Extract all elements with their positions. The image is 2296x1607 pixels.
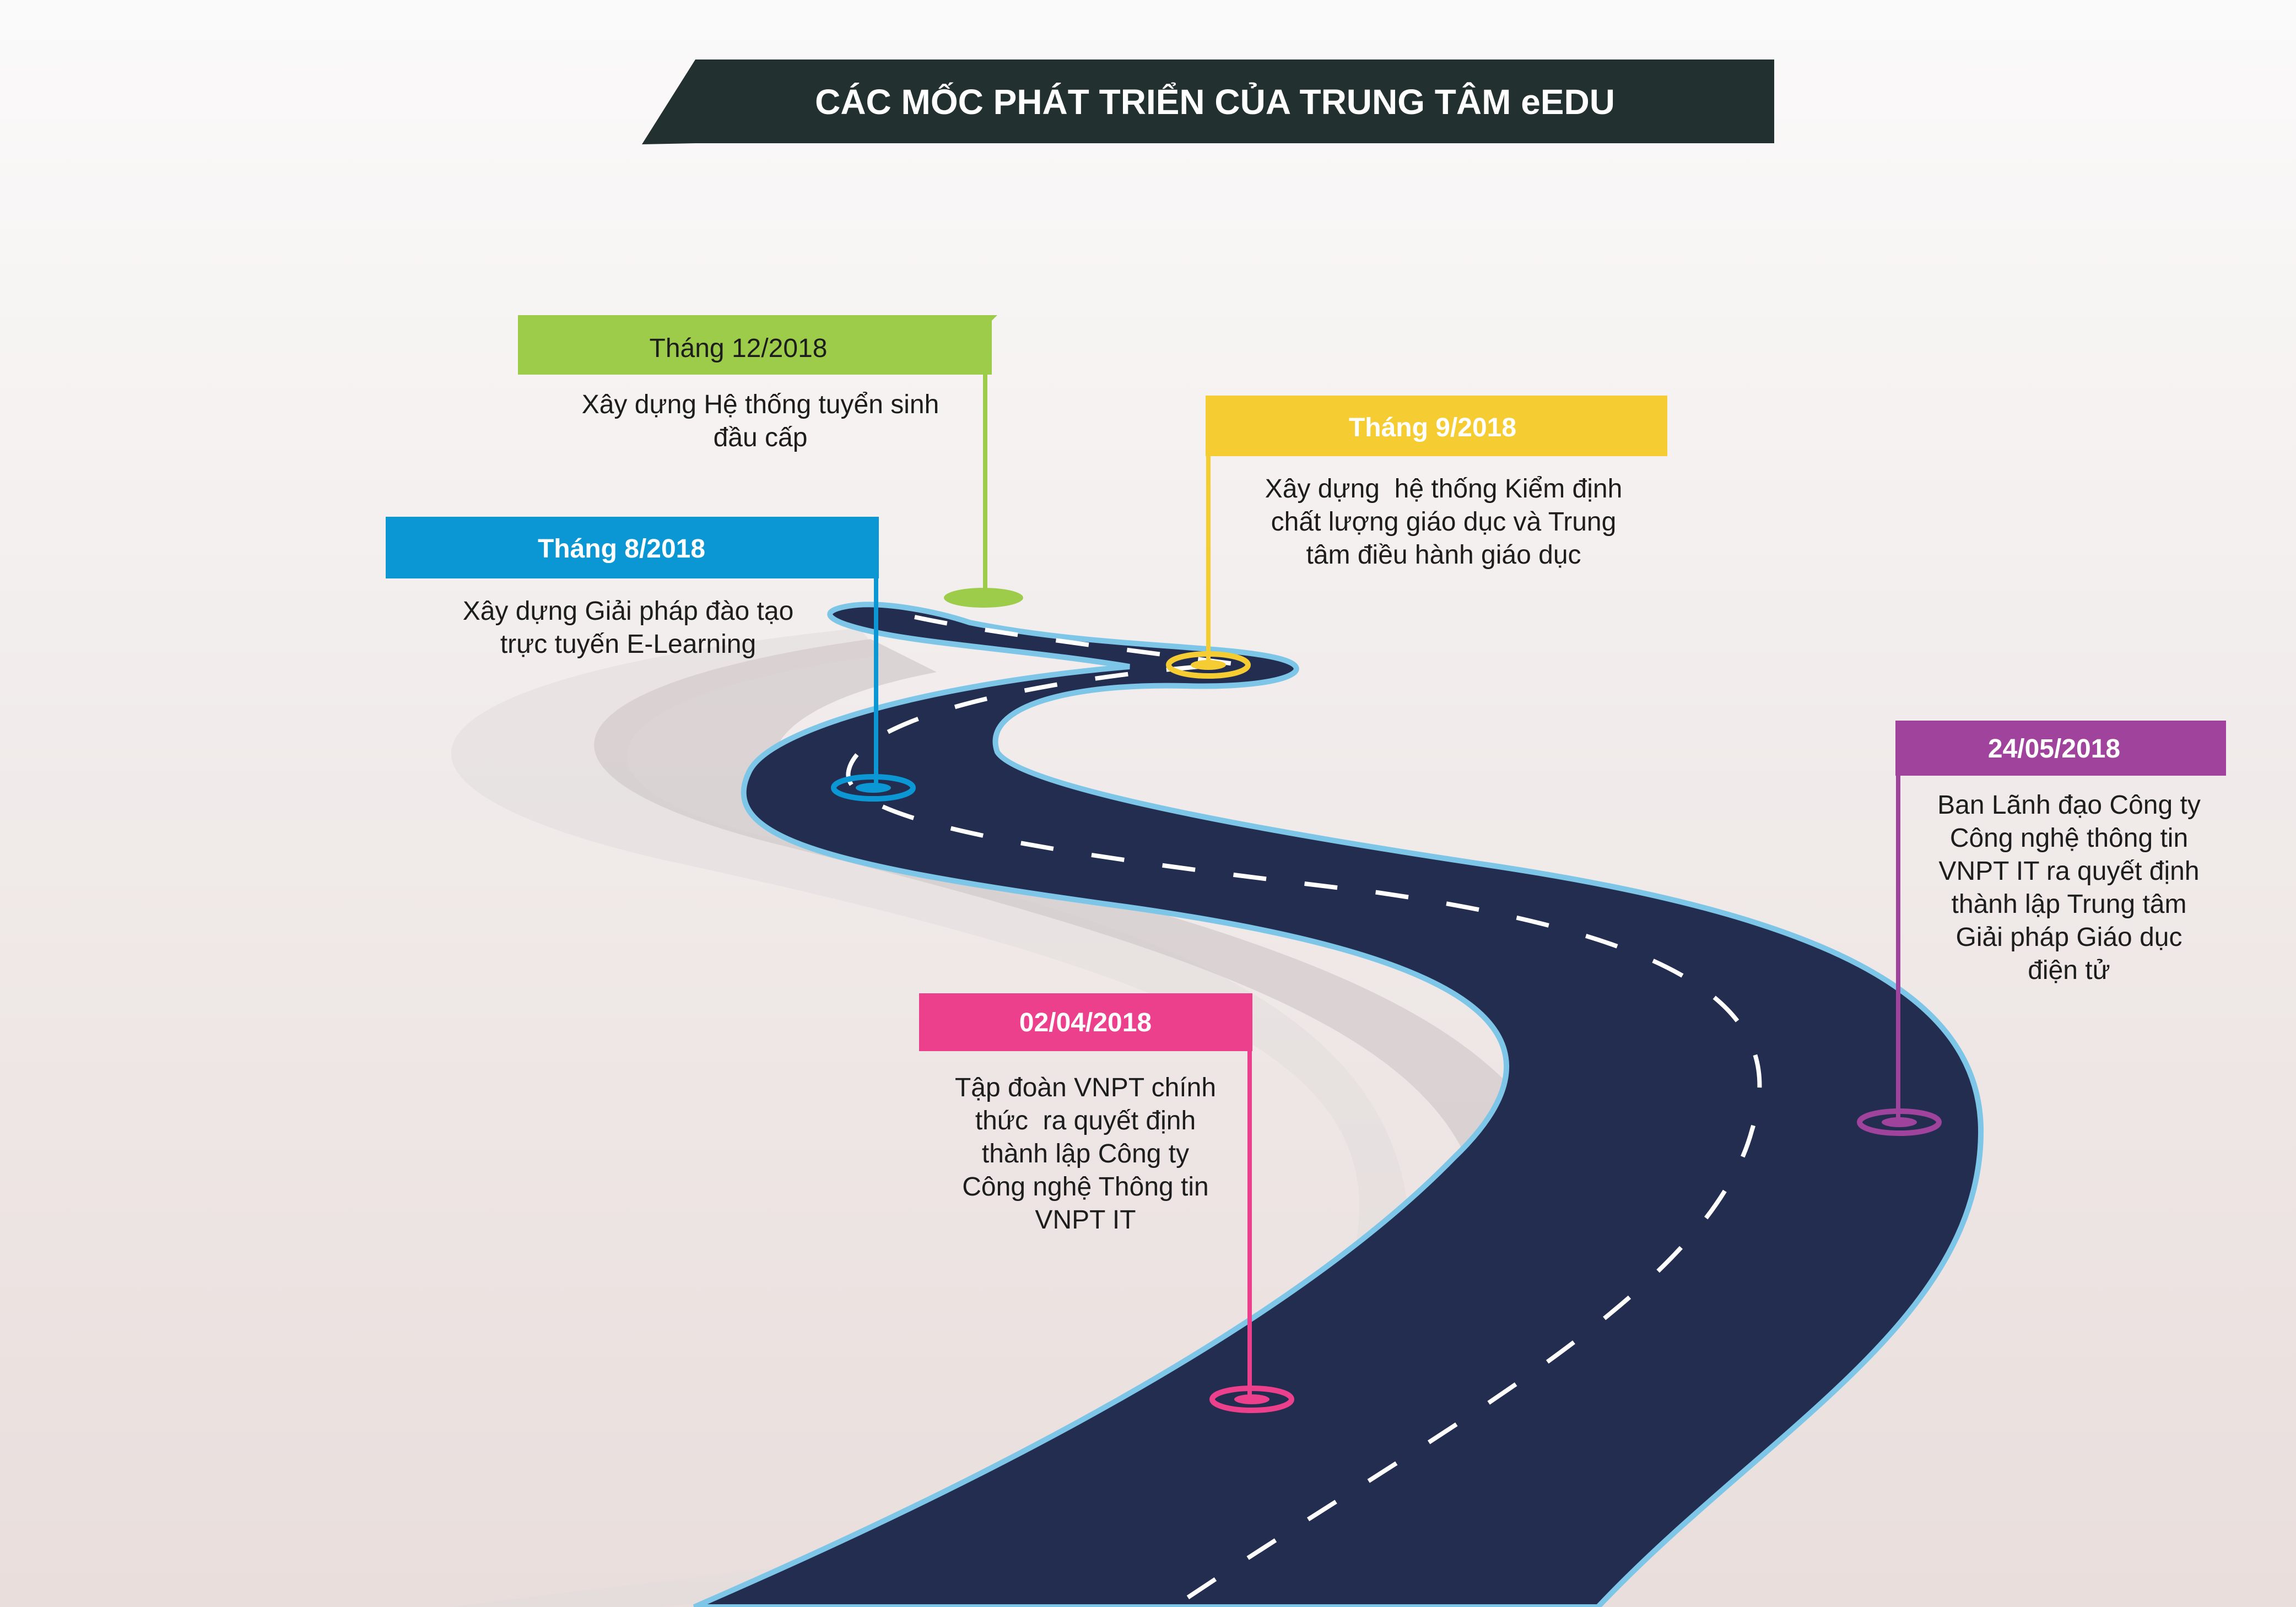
milestone-aug-2018: Tháng 8/2018 (386, 517, 916, 802)
page-title: CÁC MỐC PHÁT TRIỂN CỦA TRUNG TÂM eEDU (815, 82, 1615, 122)
milestone-marker (1166, 651, 1251, 679)
description-line: thức ra quyết định (975, 1106, 1196, 1135)
milestone-flag (919, 993, 1252, 1051)
milestone-marker (831, 774, 916, 802)
description-line: Ban Lãnh đạo Công ty (1937, 791, 2201, 820)
milestone-02-04-2018: 02/04/2018 (919, 993, 1294, 1413)
milestone-date: Tháng 8/2018 (538, 534, 705, 564)
title-banner: CÁC MỐC PHÁT TRIỂN CỦA TRUNG TÂM eEDU (642, 59, 1774, 144)
description-line: Giải pháp Giáo dục (1955, 923, 2182, 952)
milestone-marker (1857, 1108, 1942, 1136)
milestone-date: Tháng 9/2018 (1349, 413, 1516, 442)
milestone-description-02-04-2018: Tập đoàn VNPT chính thức ra quyết định t… (915, 1072, 1256, 1237)
milestone-flag (386, 517, 879, 578)
milestone-flag (1895, 721, 2226, 776)
title-banner-shape (642, 59, 1774, 144)
shadow-road-outer (451, 628, 1411, 1607)
description-line: Xây dựng Hệ thống tuyển sinh (581, 390, 939, 419)
milestone-date: Tháng 12/2018 (650, 334, 828, 363)
shadow-road-inner (594, 639, 1584, 1607)
milestone-date: 24/05/2018 (1988, 734, 2120, 764)
description-line: Xây dựng hệ thống Kiểm định (1265, 474, 1623, 504)
milestone-dec-2018: Tháng 12/2018 (518, 315, 1023, 608)
description-line: VNPT IT ra quyết định (1938, 857, 2200, 886)
description-line: tâm điều hành giáo dục (1306, 540, 1581, 570)
road-center-line (846, 615, 1762, 1607)
description-line: thành lập Công ty (981, 1139, 1190, 1168)
description-line: VNPT IT (1035, 1205, 1136, 1235)
milestone-marker (1209, 1386, 1294, 1413)
description-line: Công nghệ Thông tin (962, 1172, 1209, 1202)
milestone-description-sep-2018: Xây dựng hệ thống Kiểm định chất lượng g… (1207, 473, 1681, 572)
milestone-flag (1206, 396, 1667, 456)
milestone-flag (518, 315, 992, 375)
description-line: thành lập Trung tâm (1951, 890, 2187, 919)
milestone-sep-2018: Tháng 9/2018 (1166, 396, 1667, 679)
description-line: Xây dựng Giải pháp đào tạo (462, 597, 794, 626)
milestone-description-dec-2018: Xây dựng Hệ thống tuyển sinh đầu cấp (545, 388, 975, 454)
milestone-description-aug-2018: Xây dựng Giải pháp đào tạo trực tuyến E-… (408, 595, 849, 661)
description-line: Tập đoàn VNPT chính (954, 1073, 1217, 1102)
description-line: đầu cấp (713, 423, 808, 452)
milestone-24-05-2018: 24/05/2018 (1857, 721, 2226, 1136)
milestone-marker (944, 588, 1023, 608)
main-road (693, 602, 1984, 1607)
description-line: chất lượng giáo dục và Trung (1271, 507, 1617, 537)
milestone-date: 02/04/2018 (1019, 1008, 1152, 1037)
milestone-description-24-05-2018: Ban Lãnh đạo Công ty Công nghệ thông tin… (1895, 789, 2243, 987)
road-surface (693, 602, 1984, 1607)
description-line: Công nghệ thông tin (1949, 824, 2189, 853)
description-line: điện tử (2028, 956, 2110, 985)
description-line: trực tuyến E-Learning (500, 630, 757, 659)
